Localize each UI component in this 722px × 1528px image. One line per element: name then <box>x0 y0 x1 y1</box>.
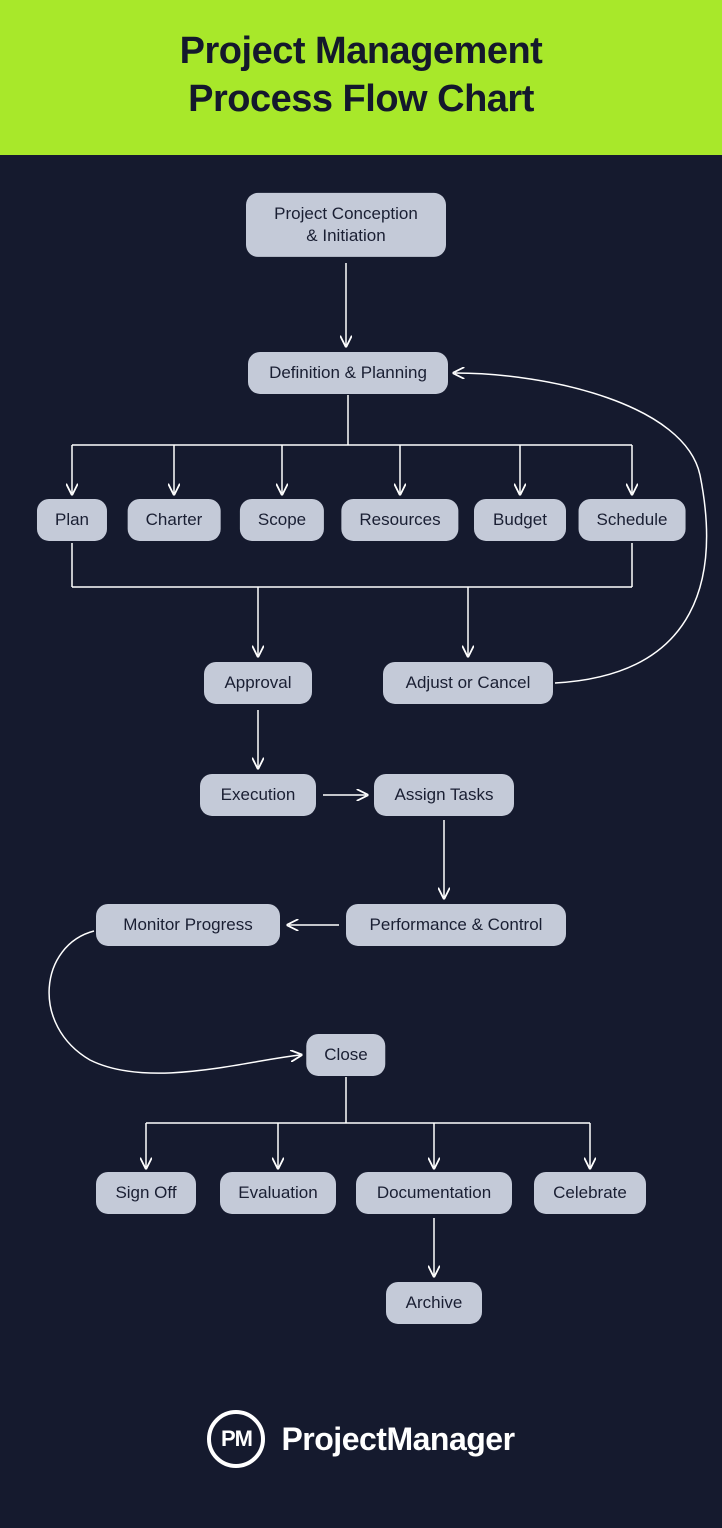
node-budget: Budget <box>474 499 566 541</box>
page-title: Project Management Process Flow Chart <box>20 28 702 123</box>
node-archive: Archive <box>386 1282 482 1324</box>
footer: PM ProjectManager <box>0 1410 722 1468</box>
logo-icon: PM <box>207 1410 265 1468</box>
title-line-1: Project Management <box>180 30 543 72</box>
header: Project Management Process Flow Chart <box>0 0 722 155</box>
node-definition: Definition & Planning <box>248 352 448 394</box>
flowchart-canvas: Project Conception & Initiation Definitio… <box>0 155 722 1355</box>
title-line-2: Process Flow Chart <box>188 78 534 120</box>
node-plan: Plan <box>37 499 107 541</box>
node-assign: Assign Tasks <box>374 774 514 816</box>
logo-text: PM <box>221 1426 252 1452</box>
node-adjust: Adjust or Cancel <box>383 662 553 704</box>
node-execution: Execution <box>200 774 316 816</box>
node-charter: Charter <box>128 499 221 541</box>
node-signoff: Sign Off <box>96 1172 196 1214</box>
node-monitor: Monitor Progress <box>96 904 280 946</box>
node-close: Close <box>306 1034 385 1076</box>
brand-name: ProjectManager <box>281 1421 514 1458</box>
node-resources: Resources <box>341 499 458 541</box>
node-performance: Performance & Control <box>346 904 566 946</box>
node-schedule: Schedule <box>579 499 686 541</box>
node-approval: Approval <box>204 662 312 704</box>
node-celebrate: Celebrate <box>534 1172 646 1214</box>
node-evaluation: Evaluation <box>220 1172 336 1214</box>
node-conception: Project Conception & Initiation <box>246 193 446 257</box>
node-documentation: Documentation <box>356 1172 512 1214</box>
node-scope: Scope <box>240 499 324 541</box>
